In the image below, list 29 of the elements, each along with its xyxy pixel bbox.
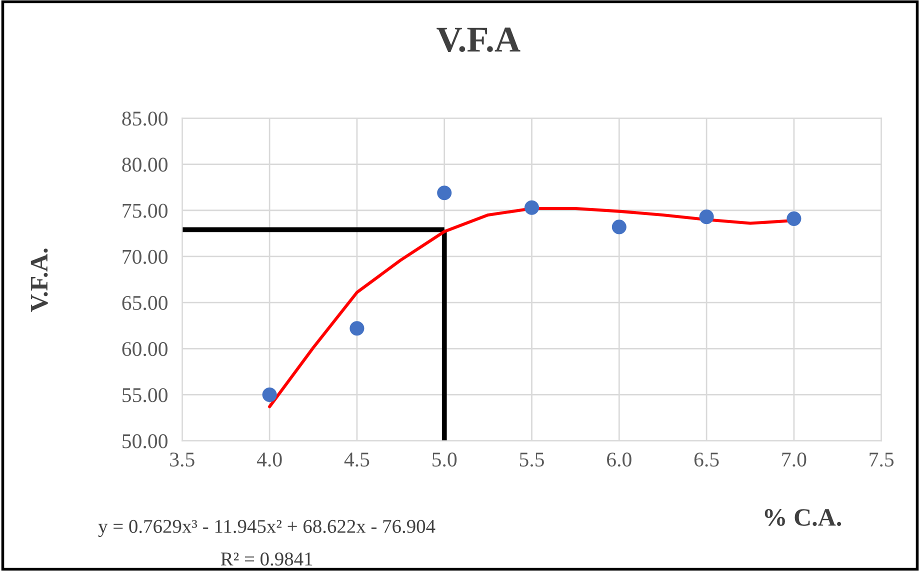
x-tick-label: 5.5 [520,452,544,467]
y-tick-label: 50.00 [122,434,168,448]
point [262,387,277,402]
text: R² = 0.9841 [220,552,312,566]
point [612,220,626,234]
point [524,200,540,215]
chart-title: V.F.A [436,28,520,52]
x-tick-label: 3.5 [170,452,194,467]
y-tick-label: 75.00 [122,204,168,218]
x-tick-label: 6.0 [607,452,632,467]
text: y = 0.7629x³ - 11.945x² + 68.622x - 76.904 [98,520,436,537]
x-tick-label: 4.0 [256,452,282,467]
point [437,186,452,200]
y-tick-label: 85.00 [122,112,168,126]
y-tick-label: 60.00 [122,342,168,356]
y-axis-title: V.F.A. [30,248,48,312]
x-axis-title: % C.A. [764,508,842,526]
x-tick-label: 7.5 [870,452,894,467]
point [350,321,364,336]
x-tick-label: 7.0 [782,452,806,467]
x-tick-label: 5.0 [432,452,457,467]
point [699,210,714,224]
y-tick-label: 65.00 [122,296,168,310]
x-tick-label: 4.5 [344,452,370,467]
y-tick-label: 80.00 [122,158,168,172]
y-tick-label: 55.00 [122,388,168,402]
x-tick-label: 6.5 [694,452,719,467]
point [786,211,802,226]
y-tick-label: 70.00 [122,250,168,264]
